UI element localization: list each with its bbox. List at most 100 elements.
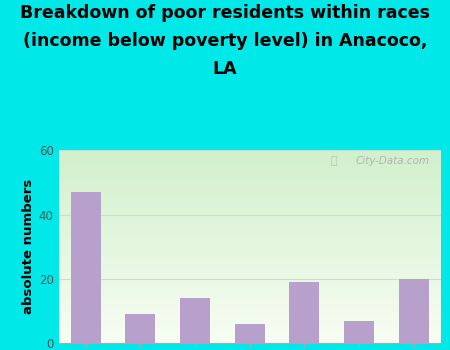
Bar bbox=[126, 314, 156, 343]
Bar bbox=[344, 321, 374, 343]
Bar bbox=[58, 214, 441, 216]
Text: Breakdown of poor residents within races: Breakdown of poor residents within races bbox=[20, 4, 430, 21]
Bar bbox=[58, 195, 441, 197]
Bar bbox=[58, 341, 441, 343]
Bar bbox=[58, 150, 441, 153]
Bar bbox=[58, 245, 441, 247]
Bar bbox=[58, 164, 441, 166]
Bar bbox=[58, 210, 441, 212]
Bar bbox=[399, 279, 429, 343]
Bar bbox=[58, 172, 441, 174]
Bar bbox=[58, 260, 441, 262]
Bar bbox=[58, 237, 441, 239]
Bar bbox=[58, 278, 441, 279]
Bar bbox=[58, 304, 441, 307]
Bar bbox=[58, 320, 441, 322]
Bar bbox=[58, 218, 441, 220]
Bar bbox=[58, 258, 441, 260]
Bar bbox=[58, 158, 441, 160]
Bar bbox=[58, 160, 441, 162]
Bar bbox=[58, 181, 441, 183]
Bar bbox=[58, 301, 441, 302]
Bar bbox=[58, 208, 441, 210]
Bar bbox=[58, 339, 441, 341]
Bar bbox=[58, 247, 441, 248]
Bar bbox=[58, 224, 441, 225]
Bar bbox=[58, 175, 441, 177]
Bar bbox=[58, 324, 441, 326]
Bar bbox=[58, 256, 441, 258]
Bar bbox=[180, 298, 210, 343]
Bar bbox=[58, 185, 441, 187]
Y-axis label: absolute numbers: absolute numbers bbox=[22, 179, 35, 314]
Bar bbox=[58, 289, 441, 291]
Bar bbox=[58, 251, 441, 253]
Bar bbox=[58, 201, 441, 202]
Bar bbox=[58, 198, 441, 201]
Bar bbox=[58, 253, 441, 254]
Bar bbox=[58, 293, 441, 295]
Bar bbox=[58, 330, 441, 331]
Bar bbox=[58, 276, 441, 278]
Bar bbox=[58, 168, 441, 170]
Bar bbox=[58, 279, 441, 281]
Bar bbox=[58, 166, 441, 168]
Bar bbox=[58, 156, 441, 158]
Bar bbox=[58, 179, 441, 181]
Bar bbox=[58, 197, 441, 198]
Bar bbox=[58, 177, 441, 179]
Text: LA: LA bbox=[213, 60, 237, 77]
Bar bbox=[58, 204, 441, 206]
Bar bbox=[58, 254, 441, 256]
Bar bbox=[71, 192, 101, 343]
Bar bbox=[58, 228, 441, 230]
Bar bbox=[58, 322, 441, 324]
Bar bbox=[58, 316, 441, 318]
Text: ⦿: ⦿ bbox=[330, 156, 337, 166]
Bar bbox=[58, 189, 441, 191]
Bar bbox=[58, 235, 441, 237]
Bar bbox=[58, 233, 441, 235]
Bar bbox=[58, 248, 441, 251]
Bar bbox=[58, 183, 441, 185]
Bar bbox=[58, 162, 441, 164]
Bar bbox=[58, 264, 441, 266]
Text: (income below poverty level) in Anacoco,: (income below poverty level) in Anacoco, bbox=[23, 32, 427, 49]
Bar bbox=[58, 274, 441, 276]
Bar bbox=[58, 284, 441, 285]
Bar bbox=[58, 310, 441, 312]
Bar bbox=[58, 154, 441, 156]
Bar bbox=[58, 270, 441, 272]
Bar bbox=[58, 272, 441, 274]
Bar bbox=[58, 225, 441, 228]
Bar bbox=[58, 239, 441, 241]
Text: City-Data.com: City-Data.com bbox=[356, 156, 429, 166]
Bar bbox=[58, 318, 441, 320]
Bar bbox=[58, 191, 441, 193]
Bar bbox=[58, 335, 441, 337]
Bar bbox=[58, 187, 441, 189]
Bar bbox=[58, 328, 441, 330]
Bar bbox=[58, 231, 441, 233]
Bar bbox=[58, 312, 441, 314]
Bar bbox=[58, 297, 441, 299]
Bar bbox=[58, 291, 441, 293]
Bar bbox=[58, 326, 441, 328]
Bar bbox=[58, 302, 441, 304]
Bar bbox=[58, 308, 441, 310]
Bar bbox=[289, 282, 320, 343]
Bar bbox=[58, 299, 441, 301]
Bar bbox=[58, 222, 441, 224]
Bar bbox=[58, 268, 441, 270]
Bar bbox=[58, 262, 441, 264]
Bar bbox=[58, 331, 441, 333]
Bar bbox=[58, 281, 441, 284]
Bar bbox=[58, 152, 441, 154]
Bar bbox=[58, 333, 441, 335]
Bar bbox=[58, 212, 441, 214]
Bar bbox=[58, 230, 441, 231]
Bar bbox=[58, 285, 441, 287]
Bar bbox=[58, 220, 441, 222]
Bar bbox=[58, 202, 441, 204]
Bar bbox=[58, 193, 441, 195]
